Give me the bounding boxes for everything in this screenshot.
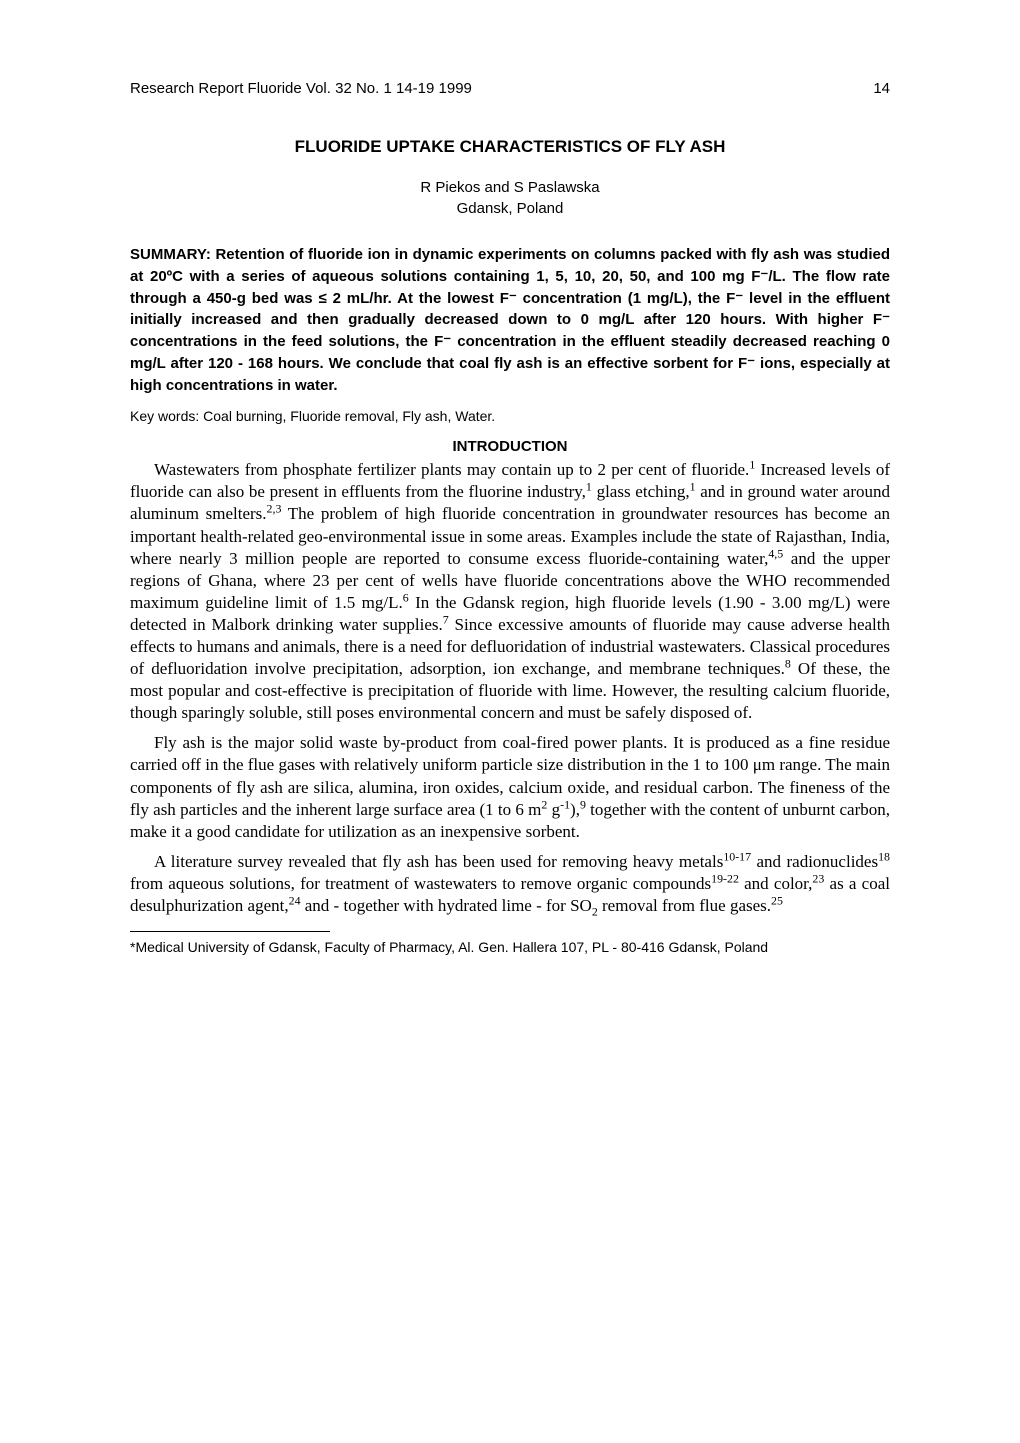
article-title: FLUORIDE UPTAKE CHARACTERISTICS OF FLY A… (130, 137, 890, 157)
ref-24: 24 (289, 893, 301, 907)
footnote-separator (130, 931, 330, 932)
ref-2-3: 2,3 (267, 502, 282, 516)
paragraph-2: Fly ash is the major solid waste by-prod… (130, 732, 890, 842)
ref-18: 18 (878, 849, 890, 863)
running-header: Research Report Fluoride Vol. 32 No. 1 1… (130, 80, 890, 97)
paragraph-1: Wastewaters from phosphate fertilizer pl… (130, 459, 890, 724)
page-number: 14 (873, 80, 890, 97)
summary: SUMMARY: Retention of fluoride ion in dy… (130, 244, 890, 396)
author-affiliation: Gdansk, Poland (457, 200, 564, 217)
ref-4-5: 4,5 (768, 546, 783, 560)
journal-info: Research Report Fluoride Vol. 32 No. 1 1… (130, 80, 873, 97)
exponent-m1: -1 (560, 797, 570, 811)
authors-block: R Piekos and S Paslawska Gdansk, Poland (130, 177, 890, 219)
ref-10-17: 10-17 (723, 849, 751, 863)
ref-19-22: 19-22 (711, 871, 739, 885)
keywords: Key words: Coal burning, Fluoride remova… (130, 408, 890, 424)
summary-text: Retention of fluoride ion in dynamic exp… (130, 246, 890, 394)
ref-25: 25 (771, 893, 783, 907)
ref-23: 23 (812, 871, 824, 885)
author-names: R Piekos and S Paslawska (420, 179, 599, 196)
paragraph-3: A literature survey revealed that fly as… (130, 851, 890, 917)
section-heading-introduction: INTRODUCTION (130, 438, 890, 455)
summary-label: SUMMARY: (130, 246, 215, 263)
footnote: *Medical University of Gdansk, Faculty o… (130, 938, 890, 957)
